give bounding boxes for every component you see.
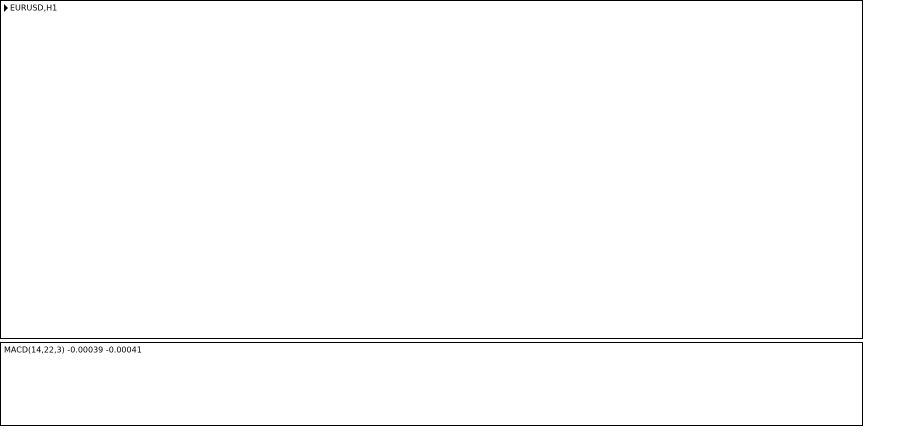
title-icon [4,4,8,12]
macd-frame [0,342,863,426]
macd-title: MACD(14,22,3) -0.00039 -0.00041 [4,346,142,355]
price-frame [0,0,863,339]
chart-title: EURUSD,H1 [10,4,57,13]
